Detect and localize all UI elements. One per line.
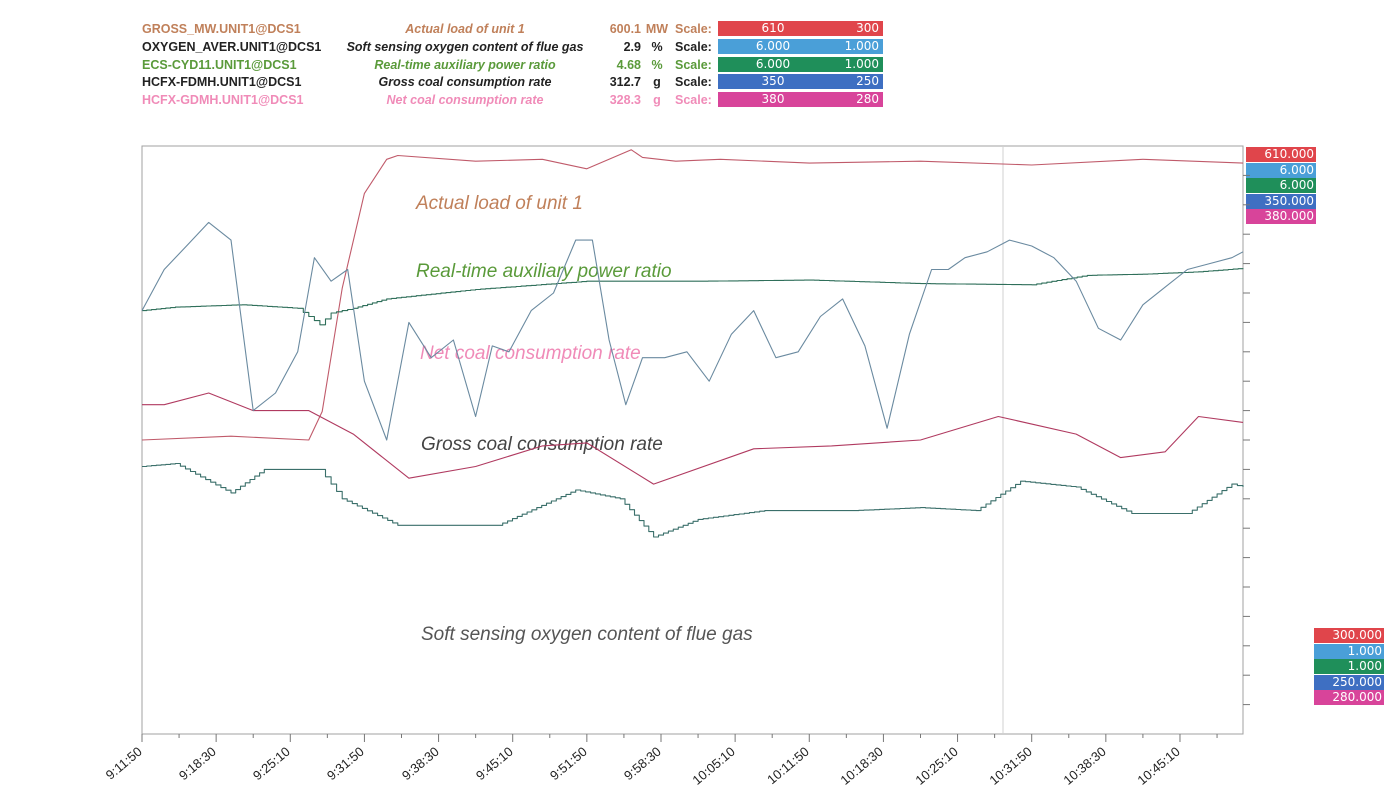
legend-value: 312.7 <box>609 75 641 90</box>
legend-row: ECS-CYD11.UNIT1@DCS1 Real-time auxiliary … <box>0 56 900 74</box>
series-line <box>142 462 1244 538</box>
legend-scale-box: 6.000 1.000 <box>718 38 883 54</box>
legend-value: 2.9 <box>623 39 641 54</box>
legend-unit: % <box>651 57 663 72</box>
legend-tag: GROSS_MW.UNIT1@DCS1 <box>142 22 301 36</box>
legend-unit: MW <box>645 22 669 36</box>
legend-description: Gross coal consumption rate <box>378 75 552 90</box>
series-line <box>142 268 1244 326</box>
annotation-gross-coal: Gross coal consumption rate <box>421 434 663 455</box>
legend-tag: ECS-CYD11.UNIT1@DCS1 <box>142 57 297 72</box>
legend-scale-label: Scale: <box>675 75 712 90</box>
annotation-aux-power: Real-time auxiliary power ratio <box>416 261 672 282</box>
legend-scale-label: Scale: <box>675 57 712 72</box>
legend-scale-box: 610 300 <box>718 21 883 36</box>
legend-scale-box: 6.000 1.000 <box>718 56 883 72</box>
legend-row: HCFX-FDMH.UNIT1@DCS1 Gross coal consumpti… <box>0 74 900 91</box>
legend-value: 600.1 <box>609 22 641 36</box>
legend-description: Soft sensing oxygen content of flue gas <box>346 39 584 54</box>
series-line <box>141 149 1244 441</box>
axis-top-scale-value: 6.000 <box>1246 162 1316 178</box>
legend-unit: g <box>653 75 661 90</box>
annotation-net-coal: Net coal consumption rate <box>420 343 641 364</box>
axis-bottom-scale-value: 1.000 <box>1314 659 1384 675</box>
legend-scale-box: 380 280 <box>718 92 883 108</box>
legend-scale-label: Scale: <box>675 39 712 54</box>
series-lines <box>141 149 1244 538</box>
axis-bottom-scale-value: 250.000 <box>1314 674 1384 690</box>
legend-row: HCFX-GDMH.UNIT1@DCS1 Net coal consumption… <box>0 92 900 109</box>
legend-scale-max: 280 <box>856 92 879 107</box>
legend-tag: OXYGEN_AVER.UNIT1@DCS1 <box>142 39 322 54</box>
legend-row: GROSS_MW.UNIT1@DCS1 Actual load of unit 1… <box>0 21 900 38</box>
axis-bottom-scale-value: 300.000 <box>1314 628 1384 643</box>
legend-scale-min: 6.000 <box>755 38 791 53</box>
axis-top-scale-value: 610.000 <box>1246 147 1316 162</box>
legend-unit: % <box>651 39 663 54</box>
axis-top-scale-value: 6.000 <box>1246 178 1316 194</box>
legend-description: Actual load of unit 1 <box>405 22 525 36</box>
x-axis-tick-marks <box>141 734 1218 742</box>
legend-panel: GROSS_MW.UNIT1@DCS1 Actual load of unit 1… <box>0 0 1386 110</box>
legend-row: OXYGEN_AVER.UNIT1@DCS1 Soft sensing oxyge… <box>0 38 900 56</box>
legend-unit: g <box>653 93 661 108</box>
legend-scale-label: Scale: <box>675 22 712 36</box>
legend-scale-min: 380 <box>761 92 785 107</box>
legend-scale-max: 1.000 <box>844 38 879 53</box>
axis-top-scale-value: 380.000 <box>1246 209 1316 225</box>
series-line <box>141 221 1244 441</box>
annotation-actual-load: Actual load of unit 1 <box>416 193 583 214</box>
series-line <box>142 392 1244 485</box>
legend-scale-min: 6.000 <box>755 56 791 71</box>
legend-value: 4.68 <box>616 57 641 72</box>
legend-scale-label: Scale: <box>675 93 712 108</box>
legend-scale-min: 350 <box>761 74 785 89</box>
legend-scale-max: 250 <box>856 74 879 89</box>
legend-scale-box: 350 250 <box>718 74 883 90</box>
legend-scale-min: 610 <box>761 21 785 35</box>
legend-description: Real-time auxiliary power ratio <box>374 57 556 72</box>
legend-scale-max: 300 <box>856 21 879 35</box>
legend-scale-max: 1.000 <box>844 56 879 71</box>
axis-bottom-scale-value: 1.000 <box>1314 643 1384 659</box>
legend-description: Net coal consumption rate <box>386 93 544 108</box>
legend-tag: HCFX-GDMH.UNIT1@DCS1 <box>142 93 304 108</box>
legend-tag: HCFX-FDMH.UNIT1@DCS1 <box>142 75 302 90</box>
axis-top-scale-value: 350.000 <box>1246 193 1316 209</box>
axis-bottom-scale-value: 280.000 <box>1314 690 1384 706</box>
y-axis-ticks <box>1243 174 1250 706</box>
annotation-oxygen: Soft sensing oxygen content of flue gas <box>421 624 753 645</box>
legend-value: 328.3 <box>609 93 641 108</box>
